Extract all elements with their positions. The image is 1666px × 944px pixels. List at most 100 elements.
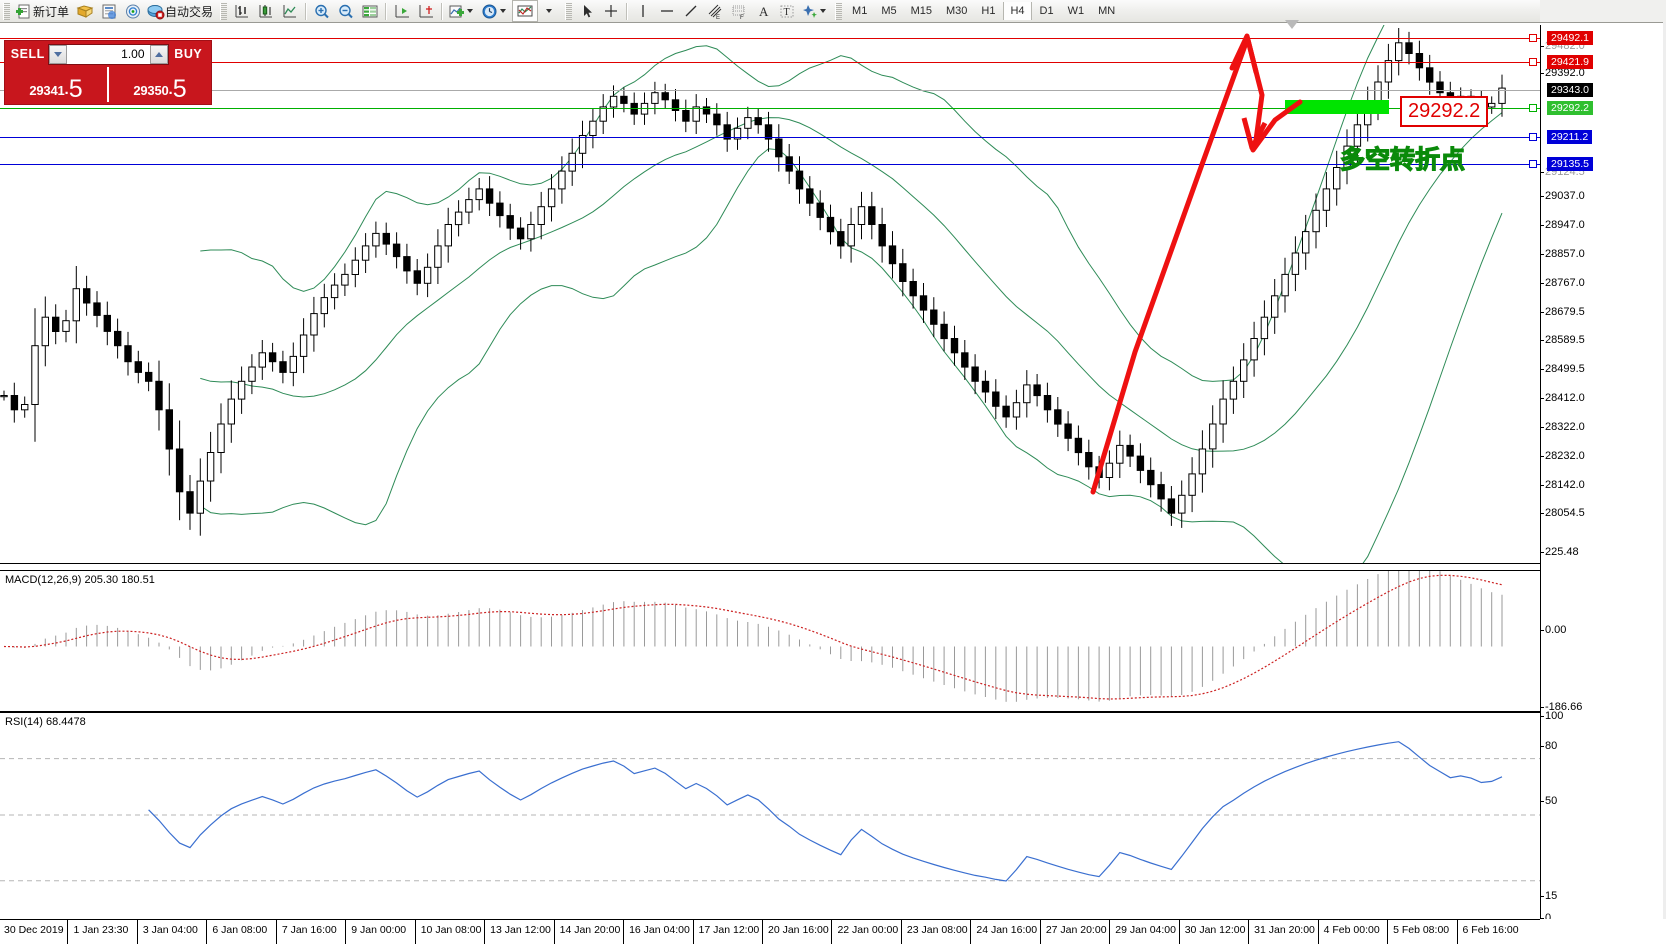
svg-text:T: T [784, 7, 790, 18]
timeframe-m30[interactable]: M30 [946, 5, 968, 17]
chevron-down-icon-3[interactable] [545, 9, 552, 13]
price-tag-bid-line[interactable]: 29343.0 [1547, 83, 1593, 97]
chevron-down-icon-2[interactable] [500, 9, 507, 13]
objects-button[interactable] [799, 1, 832, 21]
toolbar-separator-3 [441, 2, 444, 20]
timeframe-m5[interactable]: M5 [881, 5, 897, 17]
trendline-button[interactable] [679, 1, 703, 21]
price-line-resistance-2[interactable] [0, 62, 1540, 63]
toolbar-grip-2[interactable] [220, 2, 228, 20]
timeframe-d1[interactable]: D1 [1039, 5, 1054, 17]
volume-value[interactable]: 1.00 [121, 47, 145, 61]
price-line-support-1[interactable] [0, 137, 1540, 138]
auto-scroll-button[interactable] [414, 1, 438, 21]
rsi-canvas [0, 741, 1540, 882]
toolbar-filler [1540, 0, 1666, 22]
zoom-in-button[interactable] [310, 1, 334, 21]
horizontal-line-button[interactable] [655, 1, 679, 21]
crosshair-icon [602, 3, 620, 20]
price-line-handle[interactable] [1529, 160, 1537, 168]
vline-icon [634, 3, 652, 20]
crosshair-button[interactable] [599, 1, 623, 21]
fibonacci-button[interactable]: F [727, 1, 751, 21]
equidistant-channel-button[interactable]: E [703, 1, 727, 21]
text-button[interactable]: A [751, 1, 775, 21]
chinese-annotation[interactable]: 多空转折点 [1339, 145, 1466, 174]
text-label-button[interactable]: T [775, 1, 799, 21]
toolbar-grip-3[interactable] [565, 2, 573, 20]
price-line-support-2[interactable] [0, 164, 1540, 165]
rsi-tick: 80 [1539, 740, 1558, 752]
indicators-button[interactable] [446, 1, 479, 21]
data-window-button[interactable] [358, 1, 382, 21]
price-tag-support-2[interactable]: 29135.5 [1547, 157, 1593, 171]
price-line-bid-line[interactable] [0, 90, 1540, 91]
timeframe-h4[interactable]: H4 [1003, 2, 1032, 20]
navigator-button[interactable] [121, 1, 145, 21]
templates-dropdown[interactable] [538, 1, 562, 21]
zoom-out-button[interactable] [334, 1, 358, 21]
volume-stepper[interactable]: 1.00 [47, 43, 169, 65]
indicators-icon [448, 3, 466, 20]
templates-button[interactable] [512, 0, 539, 22]
time-tick: 16 Jan 04:00 [629, 924, 690, 936]
timeframe-w1[interactable]: W1 [1067, 5, 1085, 17]
rsi-pane[interactable]: RSI(14) 68.4478 [0, 712, 1540, 920]
price-annotation-box[interactable]: 29292.2 [1400, 96, 1489, 127]
time-axis[interactable]: 30 Dec 2019 1 Jan 23:30 3 Jan 04:00 6 Jan 0… [0, 919, 1540, 944]
price-scale[interactable]: 29392.0 29037.0 28947.0 28857.0 28767.0 28679… [1539, 0, 1663, 943]
auto-scroll-icon [417, 3, 435, 20]
price-line-handle[interactable] [1529, 34, 1537, 42]
chevron-down-icon[interactable] [467, 9, 474, 13]
profiles-button[interactable] [73, 1, 97, 21]
chart-shift-button[interactable] [390, 1, 414, 21]
price-line-target-line[interactable] [0, 108, 1540, 109]
volume-decrease-button[interactable] [48, 44, 67, 64]
price-line-resistance-1[interactable] [0, 38, 1540, 39]
timeframe-h1[interactable]: H1 [981, 5, 996, 17]
equidistant-channel-icon: E [706, 3, 724, 20]
price-tag-support-1[interactable]: 29211.2 [1547, 130, 1593, 144]
text-icon: A [754, 3, 772, 20]
toolbar-grip-4[interactable] [835, 2, 843, 20]
time-tick: 9 Jan 00:00 [351, 924, 407, 936]
one-click-trading-panel[interactable]: SELL 1.00 BUY 29341. 5 29350. 5 [4, 40, 212, 105]
bar-chart-button[interactable] [230, 1, 254, 21]
time-tick: 20 Jan 16:00 [768, 924, 829, 936]
sell-button[interactable]: SELL [10, 47, 45, 61]
candlestick-chart-button[interactable] [254, 1, 278, 21]
toolbar-grip[interactable] [3, 2, 10, 20]
buy-button[interactable]: BUY [174, 47, 203, 61]
buy-price[interactable]: 29350. 5 [133, 75, 187, 103]
vertical-line-button[interactable] [631, 1, 655, 21]
line-chart-button[interactable] [278, 1, 302, 21]
time-separator [970, 920, 972, 944]
price-line-handle[interactable] [1529, 104, 1537, 112]
green-highlight-bar[interactable] [1285, 100, 1389, 114]
cursor-button[interactable] [575, 1, 599, 21]
price-line-handle[interactable] [1529, 58, 1537, 66]
volume-increase-button[interactable] [149, 44, 168, 64]
price-tag-target-line[interactable]: 29292.2 [1547, 101, 1593, 115]
timeframe-m1[interactable]: M1 [852, 5, 868, 17]
vertical-scrollbar[interactable] [1663, 22, 1666, 943]
chevron-down-icon-4[interactable] [820, 9, 827, 13]
timeframe-mn[interactable]: MN [1098, 5, 1116, 17]
price-line-handle[interactable] [1529, 133, 1537, 141]
price-tag-resistance-1[interactable]: 29492.1 [1547, 31, 1593, 45]
sell-price[interactable]: 29341. 5 [5, 67, 109, 102]
market-watch-button[interactable] [97, 1, 121, 21]
time-tick: 7 Jan 16:00 [281, 924, 337, 936]
price-tag-resistance-2[interactable]: 29421.9 [1547, 55, 1593, 69]
timeframe-m15[interactable]: M15 [910, 5, 932, 17]
new-order-button[interactable]: 新订单 [13, 1, 73, 21]
toolbar-separator-2 [385, 2, 388, 20]
macd-pane[interactable]: MACD(12,26,9) 205.30 180.51 [0, 570, 1540, 712]
macd-tick: 225.48 [1540, 546, 1579, 558]
autotrading-button[interactable]: 自动交易 [145, 1, 217, 21]
zoom-out-icon [337, 3, 355, 20]
period-button[interactable] [479, 1, 512, 21]
time-separator [67, 920, 69, 944]
time-separator [275, 920, 277, 944]
price-tick: 28589.5 [1540, 334, 1585, 346]
